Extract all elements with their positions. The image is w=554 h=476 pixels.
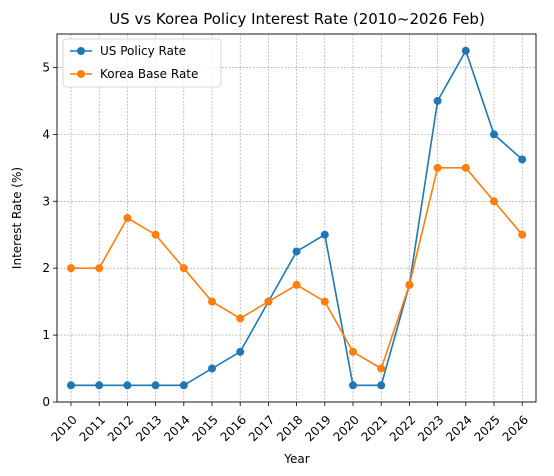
data-point-korea bbox=[518, 230, 527, 239]
data-point-us bbox=[518, 155, 527, 164]
data-point-us bbox=[292, 247, 301, 256]
legend-marker-us bbox=[77, 47, 85, 55]
data-point-korea bbox=[377, 364, 386, 373]
data-point-us bbox=[151, 381, 160, 390]
x-tick-label: 2015 bbox=[189, 413, 220, 444]
x-tick-label: 2022 bbox=[387, 413, 418, 444]
y-tick-label: 2 bbox=[42, 261, 50, 275]
data-point-korea bbox=[264, 297, 273, 306]
y-tick-label: 0 bbox=[42, 395, 50, 409]
legend-box bbox=[62, 38, 222, 88]
x-tick-label: 2025 bbox=[471, 413, 502, 444]
data-point-us bbox=[123, 381, 132, 390]
data-point-us bbox=[433, 96, 442, 105]
data-point-korea bbox=[151, 230, 160, 239]
data-point-us bbox=[95, 381, 104, 390]
x-tick-label: 2013 bbox=[133, 413, 164, 444]
x-tick-label: 2020 bbox=[330, 413, 361, 444]
x-tick-label: 2014 bbox=[161, 413, 192, 444]
data-point-korea bbox=[123, 214, 132, 222]
data-point-korea bbox=[179, 264, 188, 273]
data-point-korea bbox=[490, 197, 498, 206]
series-layer bbox=[67, 46, 527, 390]
data-point-korea bbox=[292, 280, 301, 289]
x-tick-label: 2018 bbox=[274, 413, 305, 444]
axis-ticks: 2010201120122013201420152016201720182019… bbox=[42, 60, 531, 444]
data-point-us bbox=[208, 364, 216, 373]
x-tick-label: 2011 bbox=[77, 413, 108, 444]
data-point-us bbox=[377, 381, 386, 390]
data-point-korea bbox=[67, 264, 75, 273]
x-tick-label: 2019 bbox=[302, 413, 333, 444]
chart-title: US vs Korea Policy Interest Rate (2010~2… bbox=[109, 10, 485, 28]
x-tick-label: 2016 bbox=[218, 413, 249, 444]
legend-label-us: US Policy Rate bbox=[100, 44, 186, 58]
data-point-us bbox=[490, 130, 498, 139]
data-point-korea bbox=[236, 314, 245, 323]
plot-frame bbox=[56, 33, 537, 403]
legend-label-korea: Korea Base Rate bbox=[100, 67, 198, 81]
data-point-korea bbox=[320, 297, 329, 306]
x-tick-label: 2010 bbox=[48, 413, 79, 444]
y-tick-label: 5 bbox=[42, 60, 50, 74]
x-tick-label: 2012 bbox=[105, 413, 136, 444]
data-point-us bbox=[179, 381, 188, 390]
x-tick-label: 2021 bbox=[359, 413, 390, 444]
data-point-us bbox=[320, 230, 329, 239]
data-point-us bbox=[461, 46, 470, 55]
legend: US Policy Rate Korea Base Rate bbox=[62, 38, 222, 88]
x-tick-label: 2026 bbox=[500, 413, 531, 444]
data-point-korea bbox=[349, 347, 357, 356]
y-tick-label: 4 bbox=[42, 127, 50, 141]
y-tick-label: 1 bbox=[42, 328, 50, 342]
data-point-us bbox=[349, 381, 357, 390]
y-axis-label: Interest Rate (%) bbox=[10, 167, 24, 269]
data-point-korea bbox=[208, 297, 216, 306]
legend-marker-korea bbox=[77, 70, 85, 78]
data-point-us bbox=[67, 381, 75, 390]
data-point-korea bbox=[405, 280, 414, 289]
data-point-korea bbox=[95, 264, 104, 273]
data-point-korea bbox=[461, 163, 470, 172]
x-tick-label: 2024 bbox=[443, 413, 474, 444]
data-point-us bbox=[236, 347, 245, 356]
x-tick-label: 2017 bbox=[246, 413, 277, 444]
x-tick-label: 2023 bbox=[415, 413, 446, 444]
x-axis-label: Year bbox=[283, 452, 309, 466]
y-tick-label: 3 bbox=[42, 194, 50, 208]
grid-lines bbox=[57, 34, 536, 403]
data-point-korea bbox=[433, 163, 442, 172]
